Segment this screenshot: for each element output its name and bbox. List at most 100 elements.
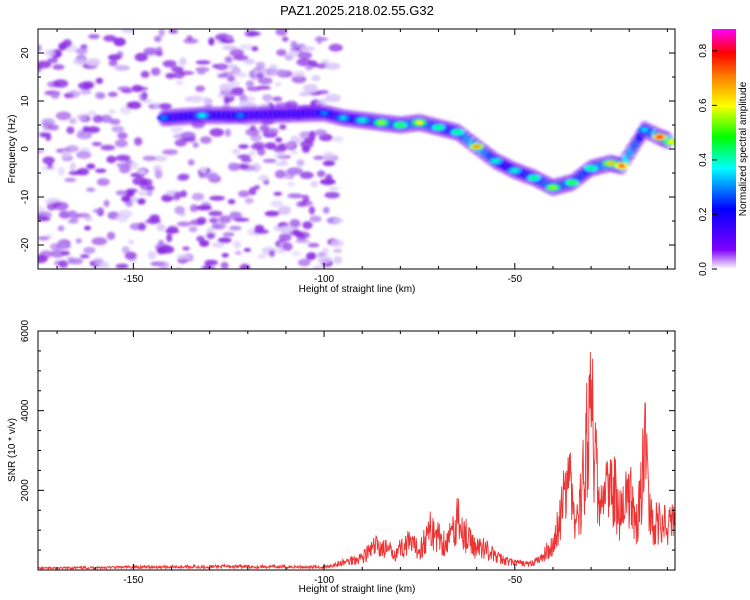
snr-ticks: -150 -100 -50 2000 4000 6000 — [20, 319, 675, 586]
noise-blob — [249, 125, 257, 131]
noise-blob — [282, 36, 289, 42]
noise-blob — [97, 92, 106, 99]
snr-xlabel: Height of straight line (km) — [299, 584, 416, 595]
ridge-peak-center — [511, 168, 519, 173]
x-tick-label: -100 — [314, 274, 334, 285]
noise-blob — [321, 59, 330, 64]
noise-blob — [173, 133, 189, 140]
noise-blob — [277, 69, 287, 78]
noise-blob — [96, 178, 110, 186]
noise-blob — [231, 87, 244, 96]
noise-blob — [121, 29, 134, 34]
noise-blob — [138, 222, 147, 231]
noise-blob — [170, 126, 183, 134]
noise-blob — [162, 149, 178, 156]
noise-blob — [299, 131, 312, 139]
noise-blob — [76, 115, 87, 121]
noise-blob — [308, 130, 316, 140]
noise-blob — [53, 201, 69, 211]
noise-blob — [50, 92, 60, 99]
ridge-peak-center — [492, 159, 500, 163]
ridge-peak-center — [454, 130, 462, 134]
noise-blob — [178, 57, 187, 67]
noise-blob — [319, 178, 336, 186]
noise-blob — [38, 60, 52, 69]
noise-blob — [91, 141, 102, 147]
noise-blob — [44, 199, 55, 204]
noise-blob — [165, 72, 176, 79]
noise-blob — [310, 180, 319, 188]
noise-blob — [257, 254, 267, 259]
y-tick-label: 6000 — [20, 319, 31, 342]
colorbar-tick-label: 0.4 — [698, 153, 709, 167]
noise-blob — [38, 236, 50, 241]
noise-blob — [195, 60, 211, 65]
noise-blob — [46, 202, 57, 211]
x-tick-label: -100 — [314, 575, 334, 586]
noise-blob — [332, 218, 344, 223]
noise-blob — [248, 150, 256, 157]
noise-blob — [305, 252, 316, 261]
noise-blob — [58, 210, 71, 219]
noise-blob — [291, 251, 301, 257]
noise-blob — [244, 197, 254, 204]
noise-blob — [196, 217, 207, 225]
noise-blob — [224, 56, 233, 64]
noise-blob — [109, 118, 121, 125]
noise-blob — [179, 190, 188, 198]
noise-blob — [79, 254, 90, 259]
noise-blob — [332, 248, 343, 253]
ridge-peak-center — [587, 166, 595, 170]
noise-blob — [322, 151, 335, 160]
noise-blob — [264, 210, 280, 217]
noise-blob — [217, 237, 232, 244]
noise-blob — [231, 66, 241, 74]
noise-blob — [58, 260, 69, 269]
noise-blob — [52, 64, 65, 70]
y-tick-label: -20 — [20, 237, 31, 252]
noise-blob — [178, 173, 190, 180]
noise-blob — [274, 81, 282, 87]
noise-blob — [300, 91, 312, 96]
noise-blob — [134, 52, 148, 62]
noise-blob — [223, 96, 231, 105]
noise-blob — [174, 139, 187, 147]
noise-blob — [203, 97, 211, 105]
noise-blob — [230, 80, 241, 87]
noise-blob — [240, 158, 253, 163]
ridge-peak-center — [198, 113, 206, 118]
ridge-peak-center — [160, 116, 168, 120]
noise-blob — [111, 125, 125, 133]
noise-blob — [275, 137, 283, 143]
noise-blob — [64, 177, 77, 183]
noise-blob — [253, 185, 260, 190]
noise-blob — [117, 132, 128, 140]
ridge-peak-center — [641, 128, 648, 132]
noise-blob — [297, 51, 313, 60]
noise-blob — [137, 190, 149, 197]
noise-blob — [158, 239, 165, 247]
noise-blob — [47, 57, 59, 64]
noise-blob — [278, 233, 292, 242]
noise-blob — [76, 150, 92, 159]
noise-blob — [316, 170, 326, 178]
noise-blob — [84, 81, 95, 89]
noise-blob — [38, 216, 51, 222]
noise-blob — [76, 130, 93, 140]
noise-blob — [239, 94, 248, 102]
noise-blob — [293, 70, 305, 77]
colorbar-gradient — [712, 29, 736, 269]
noise-blob — [162, 60, 177, 68]
noise-blob — [116, 162, 132, 168]
noise-blob — [117, 209, 133, 218]
noise-blob — [158, 261, 170, 269]
noise-blob — [187, 95, 204, 103]
figure-title: PAZ1.2025.218.02.55.G32 — [280, 3, 434, 18]
noise-blob — [245, 80, 255, 88]
noise-blob — [187, 159, 195, 166]
noise-blob — [233, 240, 242, 249]
noise-blob — [72, 58, 88, 65]
snr-series-line — [38, 352, 675, 570]
